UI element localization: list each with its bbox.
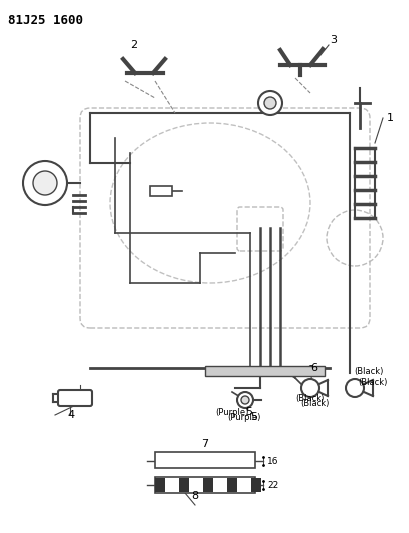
Bar bbox=[155, 478, 165, 492]
Text: 4: 4 bbox=[67, 410, 74, 420]
Text: 16: 16 bbox=[267, 456, 279, 465]
Circle shape bbox=[301, 379, 319, 397]
Text: (Purple): (Purple) bbox=[227, 413, 261, 422]
Text: 8: 8 bbox=[191, 491, 198, 501]
Bar bbox=[251, 478, 261, 492]
Text: 2: 2 bbox=[130, 40, 137, 50]
Text: 3: 3 bbox=[330, 35, 337, 45]
Text: 5: 5 bbox=[250, 412, 257, 422]
Text: 22: 22 bbox=[267, 481, 278, 489]
Bar bbox=[155, 477, 255, 493]
Circle shape bbox=[346, 379, 364, 397]
Text: (Black): (Black) bbox=[300, 399, 329, 408]
Circle shape bbox=[23, 161, 67, 205]
Text: 7: 7 bbox=[202, 439, 209, 449]
Text: (Black): (Black) bbox=[358, 378, 387, 387]
Bar bbox=[203, 478, 213, 492]
Text: (Purple): (Purple) bbox=[215, 408, 248, 417]
Text: (Black): (Black) bbox=[354, 367, 383, 376]
Bar bbox=[215, 478, 225, 492]
Text: (Black): (Black) bbox=[295, 394, 324, 403]
Circle shape bbox=[264, 97, 276, 109]
Text: 81J25 1600: 81J25 1600 bbox=[8, 14, 83, 27]
FancyBboxPatch shape bbox=[58, 390, 92, 406]
Bar bbox=[179, 478, 189, 492]
Text: 5: 5 bbox=[245, 407, 252, 417]
Text: 6: 6 bbox=[310, 363, 317, 373]
Bar bbox=[205, 366, 325, 376]
Bar bbox=[155, 452, 255, 468]
Bar bbox=[191, 478, 201, 492]
Circle shape bbox=[237, 392, 253, 408]
Text: 6: 6 bbox=[306, 365, 313, 375]
Bar bbox=[167, 478, 177, 492]
Text: 1: 1 bbox=[387, 113, 394, 123]
Circle shape bbox=[241, 396, 249, 404]
Bar bbox=[227, 478, 237, 492]
Circle shape bbox=[33, 171, 57, 195]
Bar bbox=[239, 478, 249, 492]
Circle shape bbox=[258, 91, 282, 115]
Bar bbox=[150, 186, 172, 196]
